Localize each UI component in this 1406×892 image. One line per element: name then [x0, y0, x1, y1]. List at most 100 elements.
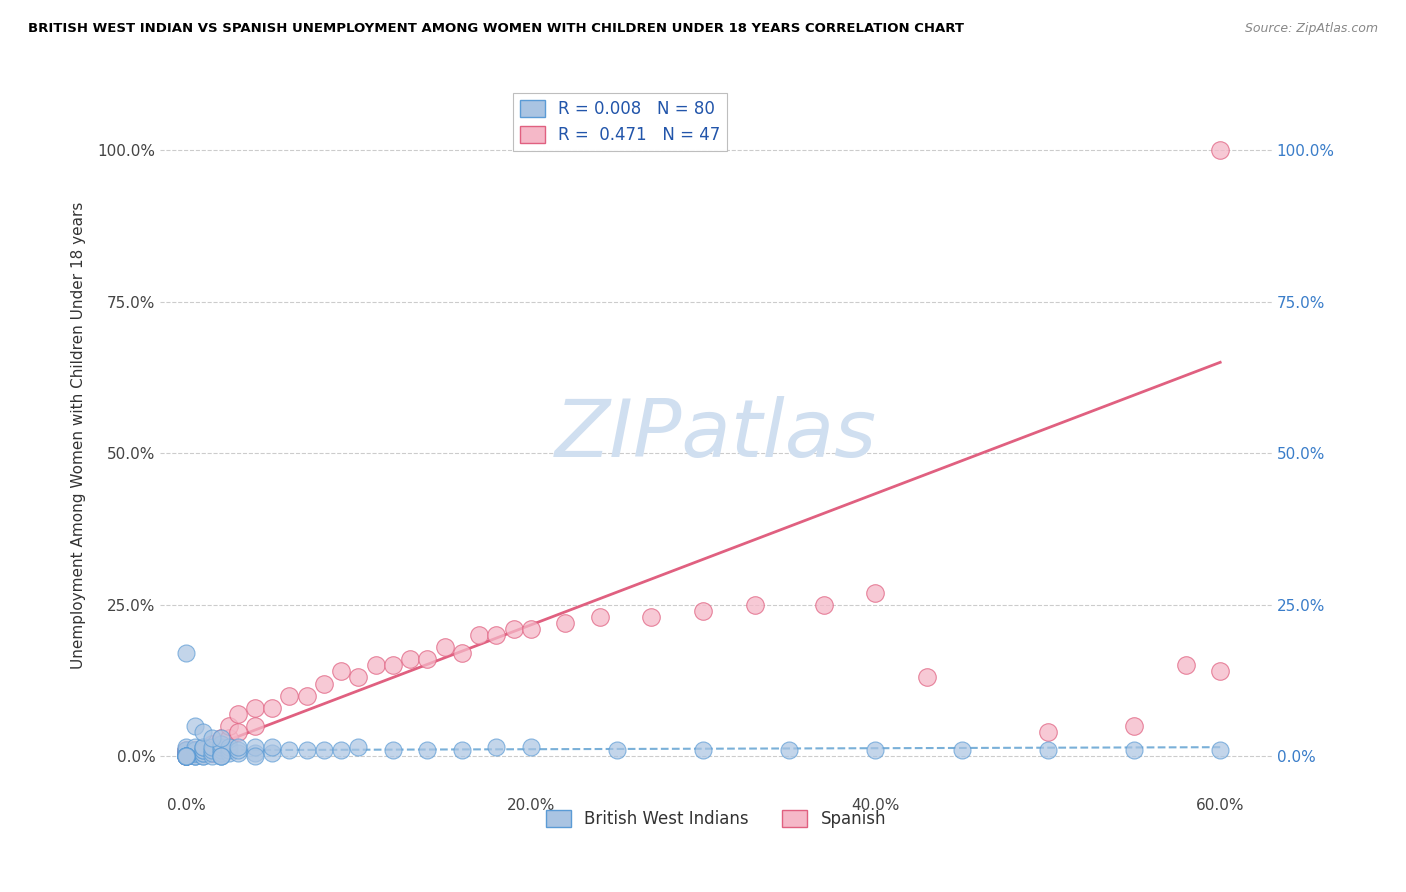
Point: [174, 743, 197, 757]
Point: [193, 740, 215, 755]
Point: [209, 749, 232, 764]
Point: [1123, 719, 1146, 733]
Text: Source: ZipAtlas.com: Source: ZipAtlas.com: [1244, 22, 1378, 36]
Point: [193, 743, 215, 757]
Point: [174, 749, 197, 764]
Point: [520, 622, 543, 636]
Point: [183, 743, 205, 757]
Point: [209, 743, 232, 757]
Point: [183, 749, 205, 764]
Point: [381, 658, 404, 673]
Point: [209, 746, 232, 760]
Legend: British West Indians, Spanish: British West Indians, Spanish: [540, 803, 893, 834]
Point: [201, 731, 224, 745]
Point: [174, 746, 197, 760]
Point: [209, 749, 232, 764]
Point: [193, 746, 215, 760]
Point: [183, 749, 205, 764]
Point: [243, 746, 266, 760]
Point: [218, 743, 240, 757]
Point: [589, 610, 612, 624]
Point: [450, 743, 472, 757]
Point: [865, 585, 887, 599]
Point: [226, 743, 249, 757]
Point: [485, 628, 508, 642]
Point: [201, 746, 224, 760]
Point: [193, 725, 215, 739]
Point: [915, 671, 938, 685]
Point: [226, 725, 249, 739]
Point: [174, 749, 197, 764]
Point: [174, 749, 197, 764]
Point: [174, 749, 197, 764]
Point: [209, 737, 232, 751]
Point: [226, 740, 249, 755]
Point: [606, 743, 628, 757]
Point: [1209, 143, 1232, 157]
Point: [209, 740, 232, 755]
Point: [813, 598, 835, 612]
Point: [520, 740, 543, 755]
Point: [218, 746, 240, 760]
Point: [243, 749, 266, 764]
Point: [1209, 743, 1232, 757]
Point: [174, 749, 197, 764]
Point: [312, 676, 335, 690]
Point: [218, 731, 240, 745]
Point: [174, 749, 197, 764]
Point: [330, 665, 353, 679]
Point: [183, 740, 205, 755]
Point: [183, 746, 205, 760]
Point: [347, 740, 370, 755]
Point: [262, 740, 284, 755]
Point: [193, 749, 215, 764]
Point: [193, 743, 215, 757]
Point: [174, 749, 197, 764]
Point: [1174, 658, 1197, 673]
Point: [209, 749, 232, 764]
Point: [226, 746, 249, 760]
Point: [193, 746, 215, 760]
Point: [312, 743, 335, 757]
Point: [399, 652, 422, 666]
Point: [183, 719, 205, 733]
Point: [416, 743, 439, 757]
Point: [218, 719, 240, 733]
Point: [201, 749, 224, 764]
Point: [174, 749, 197, 764]
Point: [1209, 665, 1232, 679]
Point: [640, 610, 662, 624]
Point: [485, 740, 508, 755]
Point: [183, 746, 205, 760]
Point: [347, 671, 370, 685]
Point: [554, 615, 576, 630]
Point: [865, 743, 887, 757]
Point: [243, 719, 266, 733]
Point: [174, 749, 197, 764]
Point: [193, 749, 215, 764]
Point: [174, 749, 197, 764]
Point: [295, 689, 318, 703]
Point: [183, 749, 205, 764]
Point: [209, 737, 232, 751]
Point: [174, 746, 197, 760]
Point: [433, 640, 456, 655]
Text: ZIPatlas: ZIPatlas: [555, 396, 877, 474]
Point: [183, 746, 205, 760]
Point: [450, 646, 472, 660]
Point: [295, 743, 318, 757]
Point: [243, 740, 266, 755]
Point: [1123, 743, 1146, 757]
Y-axis label: Unemployment Among Women with Children Under 18 years: Unemployment Among Women with Children U…: [72, 202, 86, 669]
Point: [278, 743, 301, 757]
Point: [502, 622, 524, 636]
Point: [174, 749, 197, 764]
Point: [381, 743, 404, 757]
Point: [174, 749, 197, 764]
Point: [201, 746, 224, 760]
Point: [692, 743, 714, 757]
Point: [183, 743, 205, 757]
Point: [174, 740, 197, 755]
Point: [950, 743, 973, 757]
Point: [364, 658, 387, 673]
